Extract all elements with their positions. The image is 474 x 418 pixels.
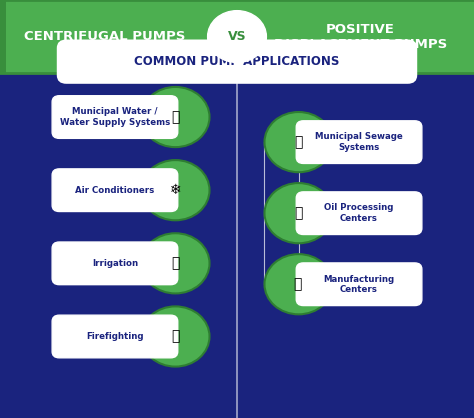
FancyBboxPatch shape (296, 121, 422, 163)
Text: POSITIVE
DISPLACEMENT PUMPS: POSITIVE DISPLACEMENT PUMPS (273, 23, 447, 51)
Text: Irrigation: Irrigation (92, 259, 138, 268)
Circle shape (141, 87, 210, 147)
Text: 🏗️: 🏗️ (294, 277, 303, 291)
Text: 🏭: 🏭 (294, 206, 303, 220)
Text: COMMON PUMP APPLICATIONS: COMMON PUMP APPLICATIONS (134, 55, 340, 68)
FancyBboxPatch shape (0, 0, 474, 73)
Text: ❄️: ❄️ (170, 183, 181, 197)
Circle shape (264, 183, 333, 243)
FancyBboxPatch shape (0, 0, 6, 73)
FancyBboxPatch shape (296, 192, 422, 234)
Text: Municipal Water /
Water Supply Systems: Municipal Water / Water Supply Systems (60, 107, 170, 127)
Text: 🔥: 🔥 (171, 329, 180, 344)
Text: 🚰: 🚰 (171, 110, 180, 124)
Circle shape (208, 10, 266, 62)
Text: 🐟: 🐟 (294, 135, 303, 149)
Text: Air Conditioners: Air Conditioners (75, 186, 155, 195)
FancyBboxPatch shape (58, 41, 416, 83)
Text: CENTRIFUGAL PUMPS: CENTRIFUGAL PUMPS (24, 30, 185, 43)
FancyBboxPatch shape (52, 96, 178, 138)
Circle shape (264, 254, 333, 314)
Text: 🌿: 🌿 (171, 256, 180, 270)
Circle shape (141, 233, 210, 293)
Text: Manufacturing
Centers: Manufacturing Centers (323, 275, 395, 294)
Text: Oil Processing
Centers: Oil Processing Centers (324, 204, 394, 223)
FancyBboxPatch shape (52, 315, 178, 358)
Circle shape (141, 306, 210, 367)
Circle shape (264, 112, 333, 172)
Text: Firefighting: Firefighting (86, 332, 144, 341)
Text: VS: VS (228, 30, 246, 43)
Text: Municipal Sewage
Systems: Municipal Sewage Systems (315, 133, 403, 152)
FancyBboxPatch shape (52, 169, 178, 212)
FancyBboxPatch shape (52, 242, 178, 285)
Circle shape (141, 160, 210, 220)
FancyBboxPatch shape (296, 263, 422, 306)
